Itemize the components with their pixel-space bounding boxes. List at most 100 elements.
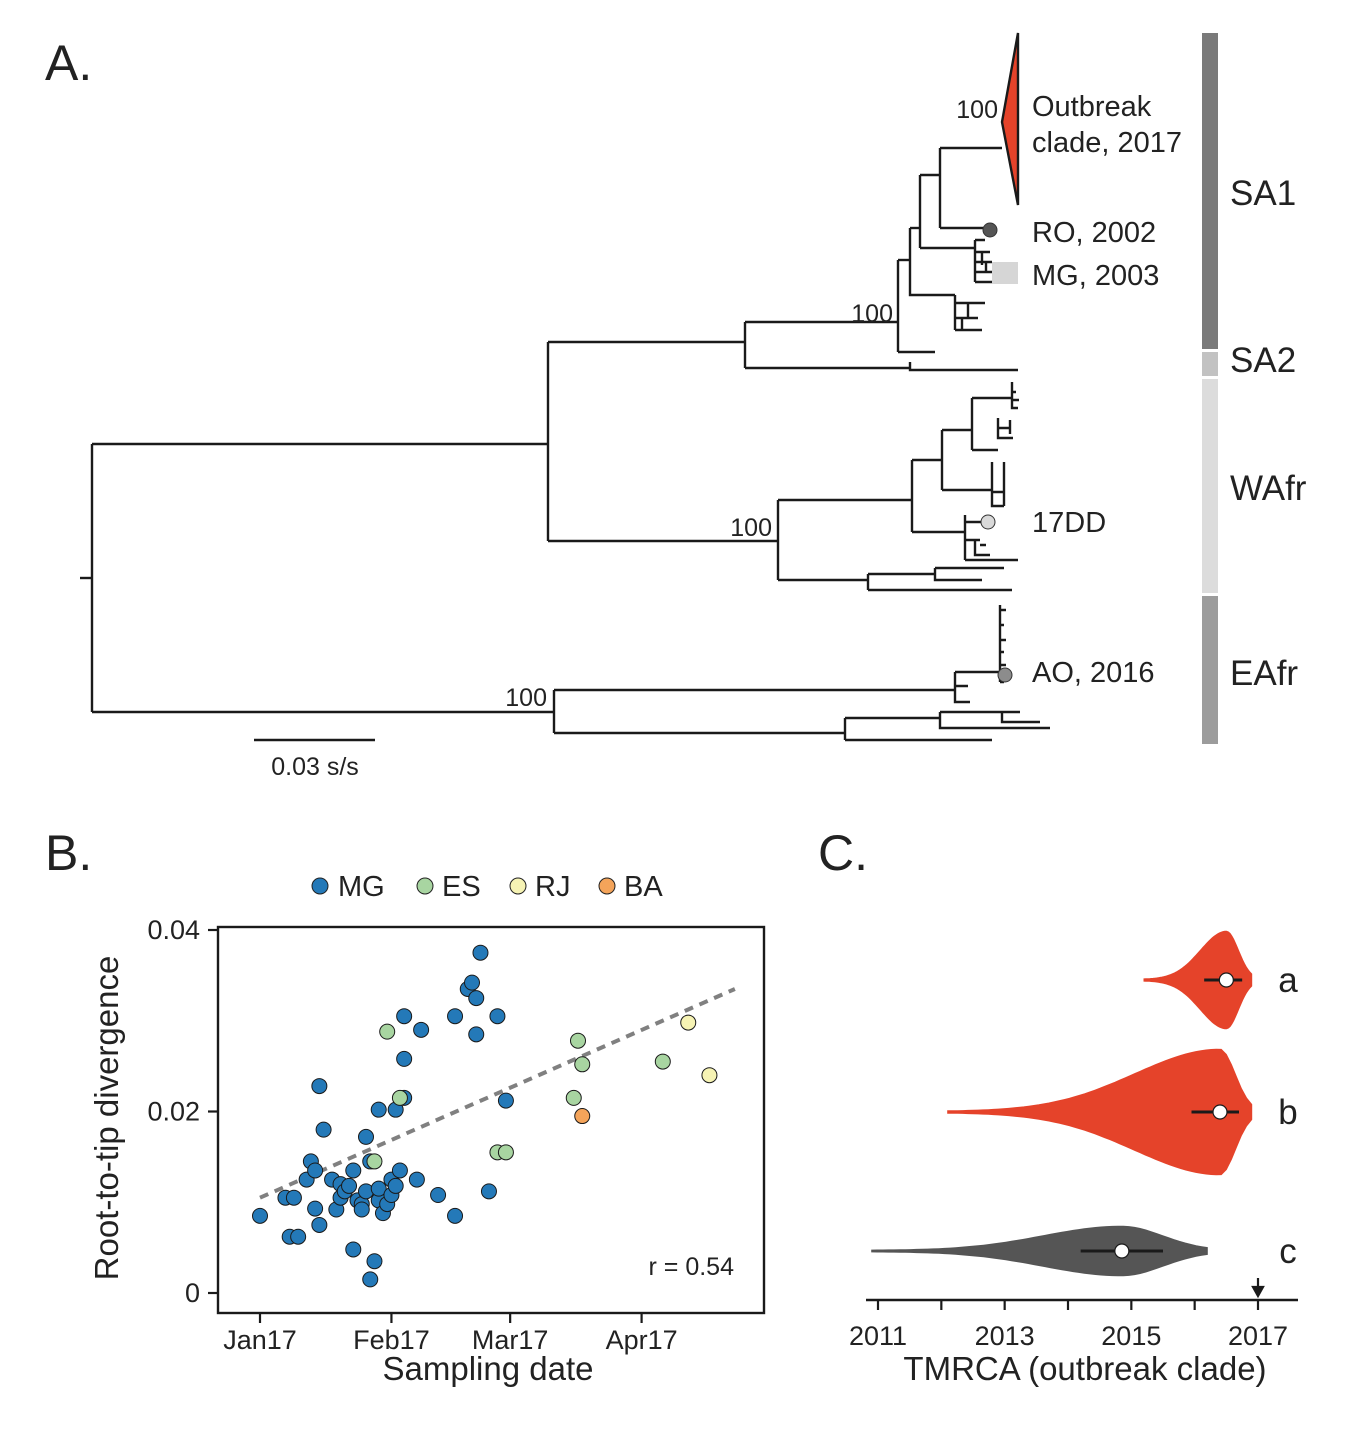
data-point-mg bbox=[472, 944, 489, 961]
present-arrow bbox=[1251, 1278, 1265, 1299]
data-point-mg bbox=[285, 1189, 302, 1206]
violin-label-a: a bbox=[1278, 961, 1298, 1000]
y-tick-label: 0.04 bbox=[147, 915, 200, 945]
data-point-mg bbox=[366, 1253, 383, 1270]
data-point-es bbox=[654, 1053, 671, 1070]
x-tick-label: 2013 bbox=[975, 1321, 1035, 1351]
scale-bar-label: 0.03 s/s bbox=[271, 753, 359, 781]
scatter-y-axis-title: Root-to-tip divergence bbox=[88, 956, 125, 1281]
phylogenetic-tree: Outbreak clade, 2017 RO, 2002 MG, 2003 1… bbox=[80, 32, 1307, 781]
x-tick-label: 2015 bbox=[1101, 1321, 1161, 1351]
data-point-mg bbox=[315, 1121, 332, 1138]
legend-marker-es bbox=[416, 877, 434, 895]
x-tick-label: Feb17 bbox=[353, 1325, 430, 1355]
violin-label-b: b bbox=[1278, 1093, 1297, 1132]
tip-label-ao-2016: AO, 2016 bbox=[1032, 657, 1155, 689]
violin-c bbox=[871, 1225, 1208, 1277]
data-point-mg bbox=[307, 1162, 324, 1179]
bootstrap-label: 100 bbox=[851, 300, 893, 328]
genotype-bar-wafr bbox=[1202, 379, 1218, 593]
data-point-es bbox=[565, 1089, 582, 1106]
data-point-mg bbox=[345, 1162, 362, 1179]
scatter-axes: Jan17 Feb17 Mar17 Apr17 0 0.02 0.04 bbox=[147, 915, 677, 1355]
data-point-mg bbox=[290, 1228, 307, 1245]
data-point-mg bbox=[430, 1186, 447, 1203]
tip-label-mg-2003: MG, 2003 bbox=[1032, 260, 1159, 292]
x-tick-label: 2011 bbox=[849, 1321, 907, 1351]
panel-c-label: C. bbox=[818, 825, 868, 881]
data-point-mg bbox=[311, 1078, 328, 1095]
legend-label-rj: RJ bbox=[535, 871, 570, 903]
y-tick-label: 0.02 bbox=[147, 1097, 200, 1127]
data-point-mg bbox=[252, 1207, 268, 1224]
data-point-mg bbox=[497, 1092, 514, 1109]
data-point-mg bbox=[387, 1177, 404, 1194]
genotype-label-eafr: EAfr bbox=[1230, 654, 1298, 693]
data-point-mg bbox=[480, 1183, 497, 1200]
genotype-label-sa2: SA2 bbox=[1230, 341, 1296, 380]
data-point-mg bbox=[345, 1241, 362, 1258]
legend-label-es: ES bbox=[442, 871, 481, 903]
y-tick-label: 0 bbox=[185, 1278, 200, 1308]
bootstrap-label: 100 bbox=[956, 96, 998, 124]
median-marker-b bbox=[1212, 1104, 1228, 1120]
legend-marker-ba bbox=[598, 877, 616, 895]
tmrca-violins: a b c bbox=[871, 930, 1298, 1277]
violin-b bbox=[947, 1048, 1253, 1176]
tmrca-x-ticks: 2011 2013 2015 2017 bbox=[849, 1300, 1288, 1351]
data-point-mg bbox=[370, 1101, 387, 1118]
x-tick-label: Apr17 bbox=[606, 1325, 678, 1355]
data-point-mg bbox=[362, 1271, 379, 1288]
scatter-plot-frame bbox=[216, 925, 766, 1315]
data-point-mg bbox=[341, 1177, 358, 1194]
legend-label-ba: BA bbox=[624, 871, 663, 903]
data-point-es bbox=[391, 1089, 408, 1106]
tip-marker-ro-2002 bbox=[982, 222, 998, 238]
data-point-rj bbox=[680, 1014, 697, 1031]
data-point-mg bbox=[489, 1008, 506, 1025]
legend-marker-mg bbox=[311, 877, 329, 895]
tip-marker-mg-2003 bbox=[992, 262, 1018, 284]
genotype-bar-sa2 bbox=[1202, 352, 1218, 376]
panel-a-label: A. bbox=[45, 35, 92, 91]
tip-marker-17dd bbox=[980, 514, 996, 530]
data-point-mg bbox=[353, 1201, 370, 1218]
genotype-bar-sa1 bbox=[1202, 33, 1218, 349]
data-point-mg bbox=[413, 1021, 430, 1038]
tip-label-ro-2002: RO, 2002 bbox=[1032, 217, 1156, 249]
tmrca-x-axis-title: TMRCA (outbreak clade) bbox=[903, 1350, 1266, 1387]
data-point-mg bbox=[447, 1207, 464, 1224]
bootstrap-label: 100 bbox=[730, 514, 772, 542]
data-point-mg bbox=[447, 1008, 464, 1025]
data-point-mg bbox=[468, 990, 485, 1007]
data-point-mg bbox=[408, 1171, 425, 1188]
data-point-mg bbox=[370, 1180, 387, 1197]
tip-marker-ao-2016 bbox=[997, 667, 1013, 683]
violin-label-c: c bbox=[1279, 1232, 1297, 1271]
correlation-annotation: r = 0.54 bbox=[649, 1253, 735, 1281]
genotype-label-wafr: WAfr bbox=[1230, 469, 1307, 508]
data-point-mg bbox=[396, 1050, 413, 1067]
data-point-mg bbox=[358, 1128, 374, 1145]
data-point-es bbox=[497, 1144, 514, 1161]
x-tick-label: Jan17 bbox=[223, 1325, 297, 1355]
genotype-label-sa1: SA1 bbox=[1230, 174, 1296, 213]
data-point-mg bbox=[311, 1216, 328, 1233]
data-point-ba bbox=[574, 1108, 591, 1125]
violin-a bbox=[1143, 930, 1253, 1030]
data-point-es bbox=[574, 1056, 591, 1073]
data-point-rj bbox=[701, 1067, 718, 1084]
legend: MG ES RJ BA bbox=[311, 871, 663, 903]
x-tick-label: Mar17 bbox=[472, 1325, 549, 1355]
genotype-bar-eafr bbox=[1202, 596, 1218, 744]
tip-label-outbreak-line1: Outbreak bbox=[1032, 91, 1152, 123]
scatter-points bbox=[252, 944, 718, 1288]
tip-label-outbreak-line2: clade, 2017 bbox=[1032, 127, 1182, 159]
legend-label-mg: MG bbox=[338, 871, 385, 903]
data-point-mg bbox=[468, 1026, 485, 1043]
legend-marker-rj bbox=[509, 877, 527, 895]
panel-b-label: B. bbox=[45, 825, 92, 881]
median-marker-a bbox=[1218, 972, 1234, 988]
bootstrap-label: 100 bbox=[505, 684, 547, 712]
